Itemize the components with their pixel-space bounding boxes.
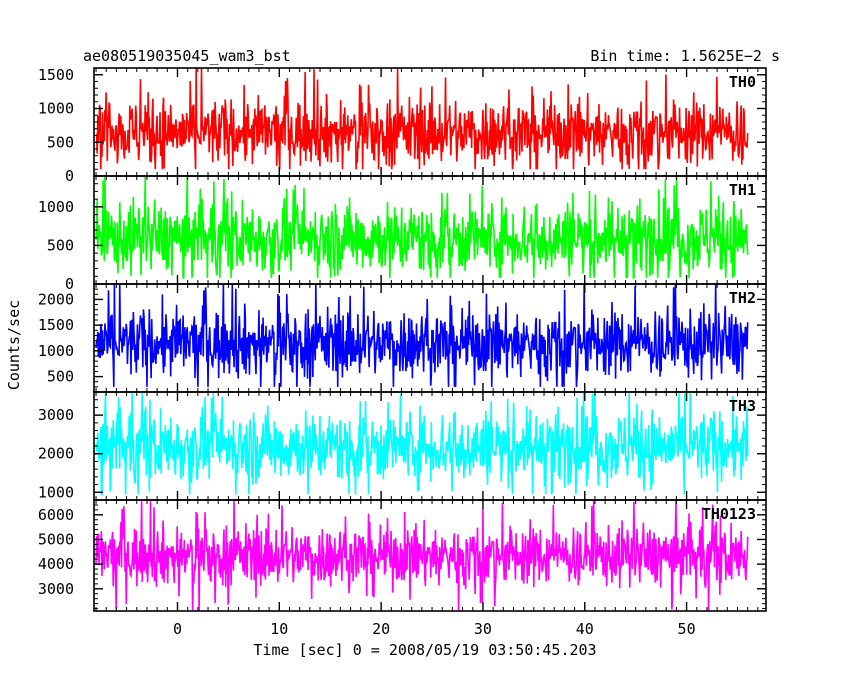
y-axis-label: Counts/sec — [5, 300, 23, 390]
panel-label: TH2 — [729, 289, 756, 307]
x-tick-label: 40 — [576, 620, 594, 638]
y-tick-label: 3000 — [38, 580, 74, 598]
y-tick-label: 3000 — [38, 406, 74, 424]
panel-label: TH0 — [729, 73, 756, 91]
panel-th1: 0 500 1000 TH1 — [38, 175, 767, 293]
figure-title: ae080519035045_wam3_bst — [83, 47, 291, 65]
y-tick-label: 1000 — [38, 100, 74, 118]
panel-th0123: 3000 4000 5000 6000 TH0123 — [38, 499, 767, 612]
series-line-th0123 — [95, 500, 749, 611]
series-line-th0 — [95, 68, 749, 170]
bin-time-label: Bin time: 1.5625E−2 s — [590, 47, 780, 65]
y-tick-label: 2000 — [38, 445, 74, 463]
x-axis-label: Time [sec] 0 = 2008/05/19 03:50:45.203 — [253, 641, 596, 659]
y-tick-label: 1500 — [38, 66, 74, 84]
y-tick-label: 4000 — [38, 555, 74, 573]
series-line-th3 — [95, 392, 749, 496]
panel-frame — [93, 499, 767, 612]
x-tick-label: 30 — [474, 620, 492, 638]
panel-th2: 500 1000 1500 2000 TH2 — [38, 283, 767, 393]
x-tick-label: 20 — [372, 620, 390, 638]
x-tick-label: 0 — [173, 620, 182, 638]
y-tick-label: 1000 — [38, 342, 74, 360]
y-tick-label: 1500 — [38, 316, 74, 334]
y-tick-label: 2000 — [38, 290, 74, 308]
y-tick-label: 5000 — [38, 530, 74, 548]
x-tick-label: 50 — [678, 620, 696, 638]
panel-th0: 0 500 1000 1500 TH0 — [38, 66, 767, 185]
y-tick-label: 500 — [47, 133, 74, 151]
x-tick-label: 10 — [270, 620, 288, 638]
y-tick-label: 1000 — [38, 198, 74, 216]
y-tick-label: 1000 — [38, 483, 74, 501]
series-line-th1 — [95, 176, 749, 279]
panel-label: TH3 — [729, 397, 756, 415]
y-tick-label: 500 — [47, 236, 74, 254]
y-tick-label: 6000 — [38, 506, 74, 524]
y-tick-label: 500 — [47, 368, 74, 386]
series-line-th2 — [95, 284, 749, 387]
y-tick-label: 0 — [65, 167, 74, 185]
y-tick-label: 0 — [65, 275, 74, 293]
panel-th3: 1000 2000 3000 TH3 — [38, 391, 767, 501]
panel-label: TH1 — [729, 181, 756, 199]
panel-label: TH0123 — [702, 505, 756, 523]
